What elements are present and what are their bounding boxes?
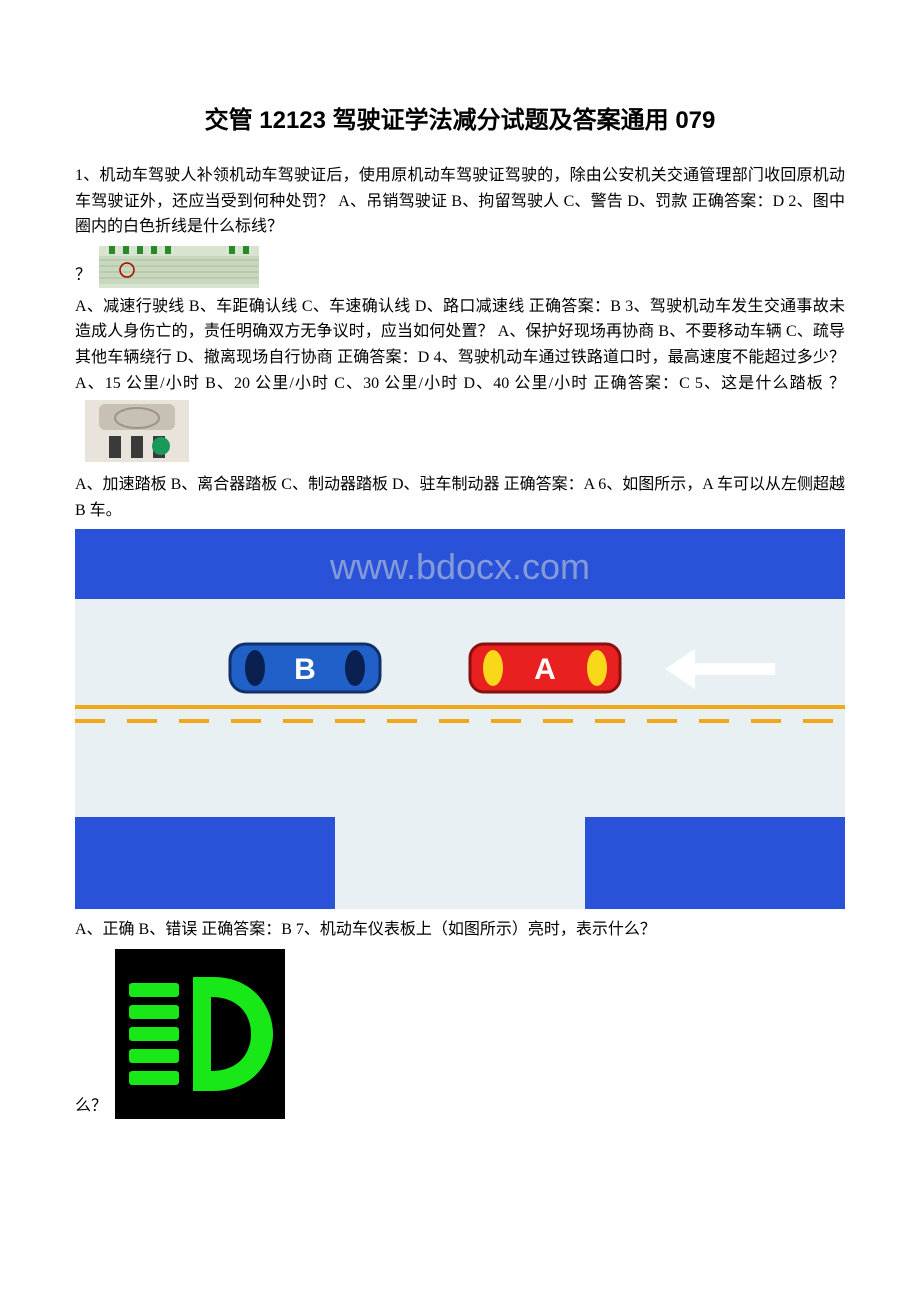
block-1: 1、机动车驾驶人补领机动车驾驶证后，使用原机动车驾驶证驾驶的，除由公安机关交通管… [75,163,845,240]
block-2: A、减速行驶线 B、车距确认线 C、车速确认线 D、路口减速线 正确答案：B 3… [75,294,845,466]
block2-text: A、减速行驶线 B、车距确认线 C、车速确认线 D、路口减速线 正确答案：B 3… [75,298,845,392]
page-title: 交管 12123 驾驶证学法减分试题及答案通用 079 [75,100,845,135]
block-4: A、正确 B、错误 正确答案：B 7、机动车仪表板上（如图所示）亮时，表示什么？ [75,917,845,943]
q2-image [99,246,259,288]
svg-text:A: A [534,653,556,686]
q6-image-wrap: www.bdocx.com B A [75,529,845,909]
q6-image: www.bdocx.com B A [75,529,845,909]
q7-image [115,949,285,1119]
q7-line: 么？ [75,949,845,1119]
svg-text:B: B [294,653,316,686]
q2-qmark: ？ [75,266,91,283]
svg-text:www.bdocx.com: www.bdocx.com [329,546,590,587]
block4-text: A、正确 B、错误 正确答案：B 7、机动车仪表板上（如图所示）亮时，表示什么？ [75,921,656,938]
block3-text: A、加速踏板 B、离合器踏板 C、制动器踏板 D、驻车制动器 正确答案：A 6、… [75,476,845,519]
q7-prefix: 么？ [75,1097,107,1114]
block-3: A、加速踏板 B、离合器踏板 C、制动器踏板 D、驻车制动器 正确答案：A 6、… [75,472,845,523]
q1-q2-text: 1、机动车驾驶人补领机动车驾驶证后，使用原机动车驾驶证驾驶的，除由公安机关交通管… [75,167,845,235]
q5-image [79,396,195,466]
q2-line: ？ [75,246,845,288]
